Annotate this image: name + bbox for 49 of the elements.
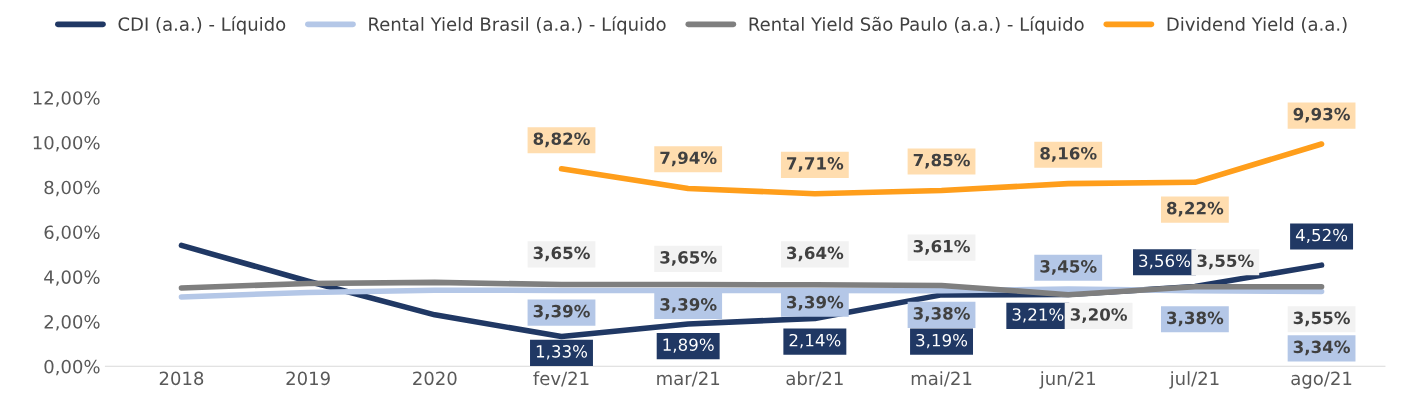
y-tick-label: 0,00%: [44, 359, 100, 376]
legend-label: Rental Yield São Paulo (a.a.) - Líquido: [749, 16, 1084, 35]
legend-label: Rental Yield Brasil (a.a.) - Líquido: [369, 16, 666, 35]
data-label: 2,14%: [789, 333, 841, 349]
x-tick-label: fev/21: [533, 371, 589, 387]
y-tick-label: 10,00%: [33, 135, 100, 152]
x-tick-label: 2019: [286, 371, 330, 386]
data-label: 3,39%: [660, 298, 717, 313]
data-label: 3,38%: [913, 307, 970, 322]
data-label: 3,65%: [533, 246, 590, 262]
data-label: 1,33%: [536, 345, 588, 360]
data-label: 3,38%: [1167, 311, 1224, 327]
legend-label: CDI (a.a.) - Líquido: [118, 16, 286, 35]
x-tick-label: ago/21: [1291, 371, 1352, 389]
y-tick-label: 8,00%: [44, 180, 100, 197]
data-label: 1,89%: [663, 338, 714, 353]
data-label: 8,22%: [1167, 201, 1224, 217]
data-label: 3,19%: [916, 333, 968, 349]
y-tick-label: 12,00%: [33, 91, 100, 107]
x-tick-label: abr/21: [786, 371, 843, 387]
x-tick-label: jul/21: [1169, 371, 1219, 389]
data-label: 3,61%: [913, 239, 970, 255]
legend-label: Dividend Yield (a.a.): [1167, 16, 1347, 34]
data-label: 7,94%: [660, 151, 717, 167]
data-label: 9,93%: [1293, 107, 1350, 123]
data-label: 4,52%: [1295, 228, 1348, 243]
data-label: 8,82%: [533, 132, 590, 148]
data-label: 3,65%: [660, 251, 717, 266]
y-tick-label: 2,00%: [44, 314, 100, 331]
x-tick-label: 2018: [159, 371, 204, 386]
data-label: 3,21%: [1012, 308, 1064, 323]
x-tick-label: mai/21: [911, 371, 972, 387]
x-tick-label: jun/21: [1039, 371, 1096, 389]
data-label: 3,39%: [533, 304, 590, 320]
data-label: 3,56%: [1139, 254, 1191, 269]
x-tick-label: mar/21: [657, 371, 720, 387]
data-label: 3,45%: [1040, 260, 1097, 275]
data-label: 3,55%: [1197, 254, 1254, 270]
data-label: 3,39%: [787, 295, 844, 311]
y-tick-label: 6,00%: [44, 225, 100, 241]
data-label: 3,55%: [1293, 311, 1350, 327]
data-label: 3,64%: [787, 246, 844, 262]
data-label: 3,20%: [1070, 308, 1127, 323]
data-label: 8,16%: [1040, 146, 1097, 162]
data-label: 7,71%: [787, 157, 844, 172]
data-label: 3,34%: [1293, 340, 1350, 356]
y-tick-label: 4,00%: [44, 270, 100, 286]
x-tick-label: 2020: [413, 371, 457, 386]
data-label: 7,85%: [913, 153, 970, 169]
